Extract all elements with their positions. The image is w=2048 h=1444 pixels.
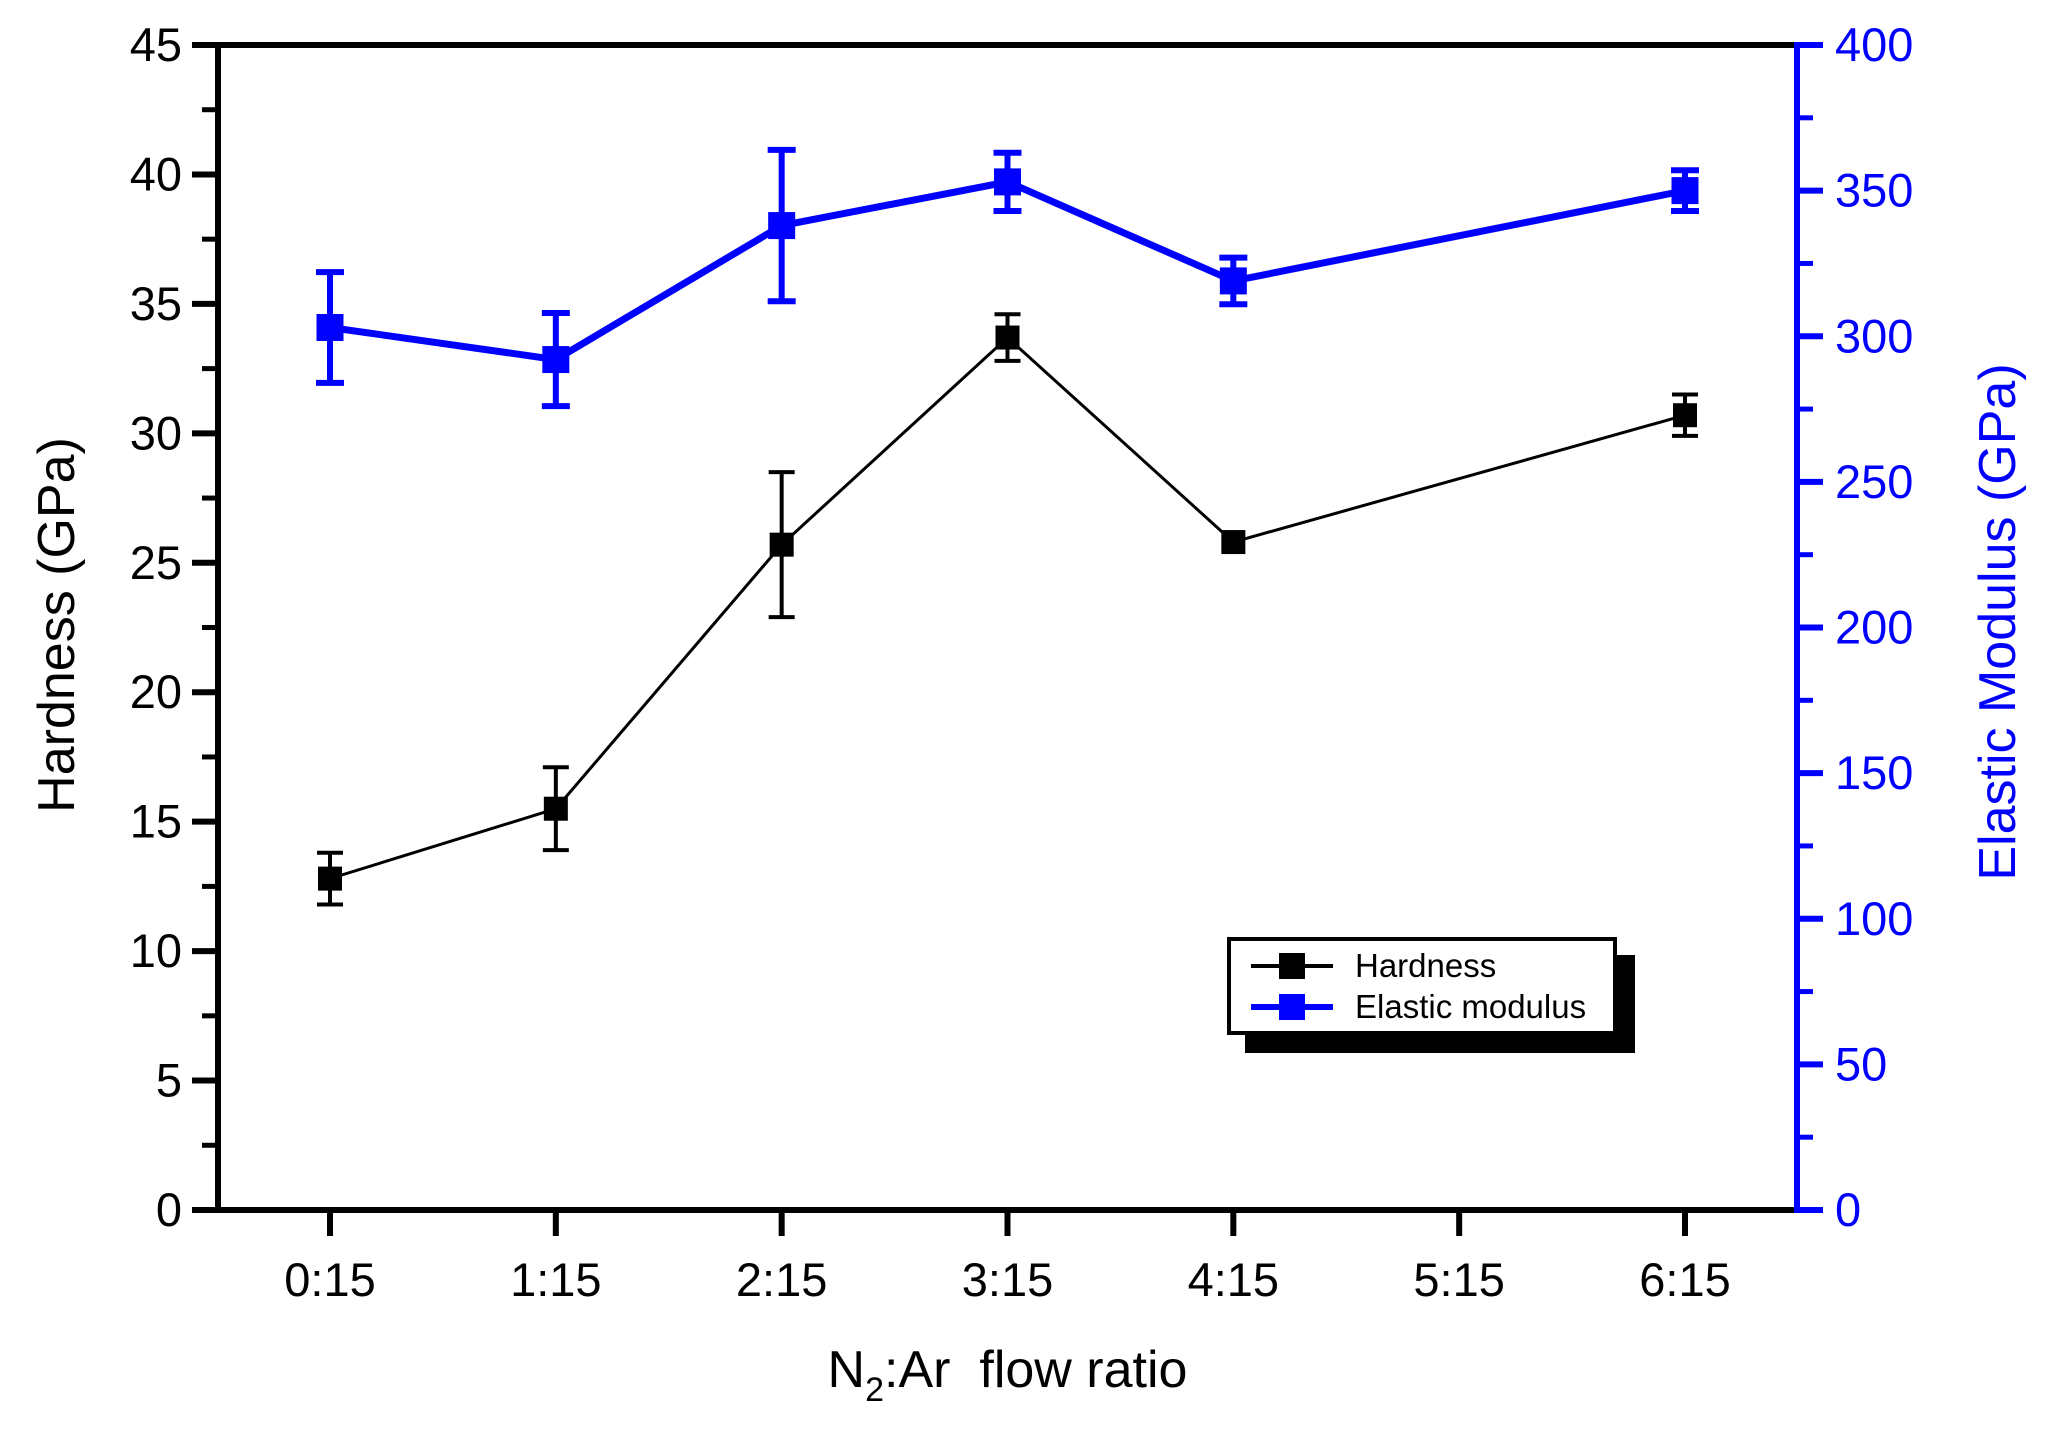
svg-text:400: 400 [1835,18,1913,71]
line-segment-icon [1251,1003,1279,1010]
svg-text:45: 45 [130,18,182,71]
hardness-marker-icon [1251,952,1333,979]
square-marker-icon [1279,993,1305,1020]
legend-entry-hardness: Hardness [1251,947,1613,985]
svg-text:2:15: 2:15 [736,1253,827,1306]
x-axis-title-prefix: N [827,1341,866,1399]
legend-label-elastic-modulus: Elastic modulus [1355,987,1587,1025]
svg-text:200: 200 [1835,601,1913,654]
line-segment-icon [1305,963,1333,968]
svg-text:15: 15 [130,795,182,848]
svg-text:35: 35 [130,277,182,330]
series-elastic-modulus [316,146,1699,410]
svg-text:150: 150 [1835,746,1913,799]
svg-text:0: 0 [1835,1183,1861,1236]
svg-text:3:15: 3:15 [962,1253,1053,1306]
svg-text:250: 250 [1835,455,1913,508]
legend-entry-elastic-modulus: Elastic modulus [1251,988,1613,1026]
svg-text:30: 30 [130,406,182,459]
left-axis-title: Hardness (GPa) [28,437,86,813]
svg-text:40: 40 [130,147,182,200]
svg-text:0: 0 [156,1183,182,1236]
elastic-modulus-marker-icon [1251,993,1333,1020]
svg-text:0:15: 0:15 [284,1253,375,1306]
x-axis-title: N2:Ar flow ratio [218,1340,1797,1407]
x-axis-ticks: 0:15 1:15 2:15 3:15 4:15 5:15 6:15 [284,1210,1731,1306]
svg-text:10: 10 [130,924,182,977]
square-marker-icon [1279,952,1305,979]
series-hardness [317,312,1698,907]
svg-text:350: 350 [1835,164,1913,217]
svg-text:100: 100 [1835,892,1913,945]
svg-text:20: 20 [130,665,182,718]
svg-text:300: 300 [1835,309,1913,362]
svg-text:5: 5 [156,1054,182,1107]
svg-text:6:15: 6:15 [1639,1253,1730,1306]
line-segment-icon [1251,963,1279,968]
legend-label-hardness: Hardness [1355,946,1497,984]
x-axis-title-subscript: 2 [865,1371,885,1409]
svg-text:1:15: 1:15 [510,1253,601,1306]
svg-text:5:15: 5:15 [1413,1253,1504,1306]
line-segment-icon [1305,1003,1333,1010]
legend-box: Hardness Elastic modulus [1227,937,1617,1035]
svg-text:4:15: 4:15 [1188,1253,1279,1306]
x-axis-title-suffix: :Ar flow ratio [884,1341,1188,1399]
right-axis-ticks: 0 50 100 150 200 250 300 350 400 [1797,18,1913,1236]
right-axis-title: Elastic Modulus (GPa) [1969,363,2027,881]
svg-text:25: 25 [130,536,182,589]
left-axis-ticks: 0 5 10 15 20 25 30 35 40 45 [130,18,218,1236]
svg-text:50: 50 [1835,1037,1887,1090]
axes [215,42,1800,1213]
